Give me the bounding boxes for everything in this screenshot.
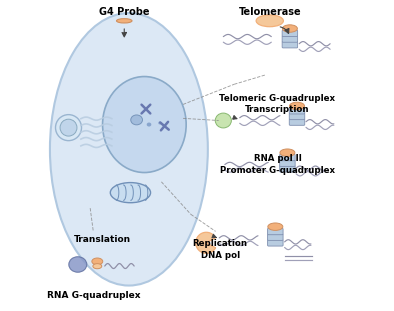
Text: Replication: Replication bbox=[193, 239, 248, 248]
FancyBboxPatch shape bbox=[289, 119, 305, 125]
FancyBboxPatch shape bbox=[280, 160, 295, 166]
Text: Translation: Translation bbox=[74, 235, 131, 244]
FancyBboxPatch shape bbox=[282, 36, 297, 42]
Ellipse shape bbox=[280, 149, 295, 156]
Ellipse shape bbox=[110, 183, 151, 203]
Ellipse shape bbox=[256, 15, 283, 27]
Ellipse shape bbox=[92, 258, 103, 265]
Ellipse shape bbox=[93, 264, 102, 269]
Ellipse shape bbox=[131, 115, 143, 125]
Ellipse shape bbox=[268, 223, 283, 230]
Text: Telomeric G-quadruplex: Telomeric G-quadruplex bbox=[219, 94, 336, 103]
FancyBboxPatch shape bbox=[268, 228, 283, 235]
FancyBboxPatch shape bbox=[280, 154, 295, 161]
Ellipse shape bbox=[60, 119, 77, 136]
Ellipse shape bbox=[56, 115, 82, 141]
FancyBboxPatch shape bbox=[268, 239, 283, 246]
Ellipse shape bbox=[50, 13, 208, 285]
Text: RNA pol II: RNA pol II bbox=[254, 154, 301, 163]
FancyBboxPatch shape bbox=[280, 165, 295, 172]
Text: G4 Probe: G4 Probe bbox=[99, 7, 149, 16]
Ellipse shape bbox=[215, 113, 231, 128]
FancyBboxPatch shape bbox=[289, 108, 305, 114]
FancyBboxPatch shape bbox=[268, 234, 283, 240]
Text: Promoter G-quadruplex: Promoter G-quadruplex bbox=[220, 166, 335, 175]
Ellipse shape bbox=[117, 19, 132, 23]
Ellipse shape bbox=[102, 77, 186, 173]
Ellipse shape bbox=[290, 102, 305, 110]
Ellipse shape bbox=[282, 25, 297, 32]
Ellipse shape bbox=[69, 257, 87, 272]
Text: RNA G-quadruplex: RNA G-quadruplex bbox=[46, 291, 140, 300]
Text: DNA pol: DNA pol bbox=[201, 251, 240, 260]
FancyBboxPatch shape bbox=[289, 113, 305, 120]
Text: Transcription: Transcription bbox=[245, 105, 310, 114]
Polygon shape bbox=[196, 232, 216, 253]
FancyBboxPatch shape bbox=[282, 30, 297, 37]
Text: Telomerase: Telomerase bbox=[238, 7, 301, 16]
Ellipse shape bbox=[147, 123, 151, 127]
FancyBboxPatch shape bbox=[282, 41, 297, 48]
Ellipse shape bbox=[158, 121, 162, 124]
